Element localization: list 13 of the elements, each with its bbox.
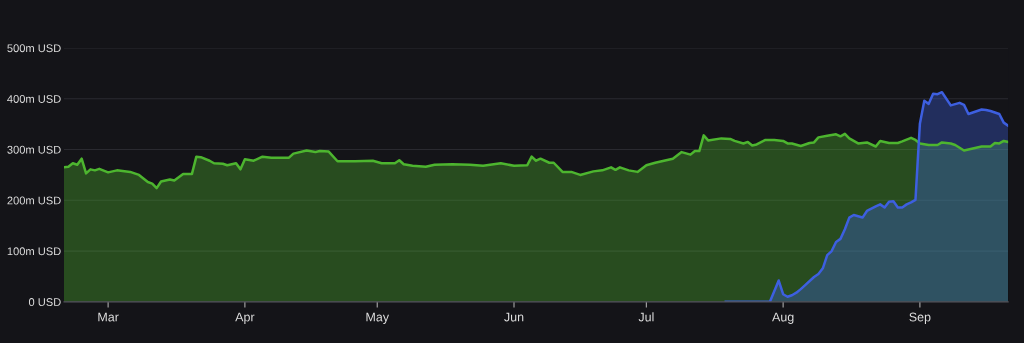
y-tick-label: 500m USD bbox=[7, 44, 61, 53]
x-tick-label: Aug bbox=[772, 312, 794, 324]
y-tick-label: 400m USD bbox=[7, 95, 61, 103]
x-tick-label: Jul bbox=[638, 312, 654, 322]
x-tick-label: Jun bbox=[504, 312, 524, 322]
y-tick-label: 100m USD bbox=[7, 247, 61, 256]
y-tick-label: 200m USD bbox=[7, 196, 61, 205]
x-tick-label: Apr bbox=[235, 312, 255, 324]
y-tick-label: 0 USD bbox=[28, 298, 61, 306]
x-tick-label: Mar bbox=[98, 312, 119, 322]
x-tick-label: Sep bbox=[909, 312, 931, 324]
x-tick-label: May bbox=[366, 312, 390, 324]
y-tick-label: 300m USD bbox=[7, 145, 61, 154]
